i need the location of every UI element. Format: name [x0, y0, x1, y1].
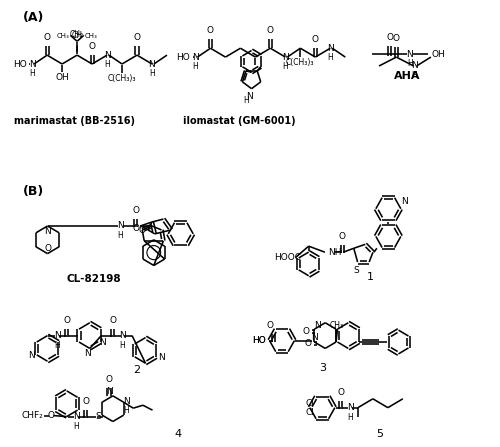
- Text: H: H: [328, 53, 333, 62]
- Text: N: N: [29, 59, 35, 68]
- Text: H: H: [124, 406, 129, 415]
- Text: H: H: [412, 71, 418, 80]
- Text: HO: HO: [252, 336, 266, 345]
- Text: N: N: [124, 397, 130, 406]
- Text: H: H: [192, 62, 198, 71]
- Text: AHA: AHA: [394, 71, 420, 81]
- Text: CL-82198: CL-82198: [66, 274, 121, 284]
- Text: N: N: [117, 221, 124, 231]
- Text: N: N: [119, 331, 126, 340]
- Text: 5: 5: [376, 430, 384, 439]
- Text: H: H: [348, 413, 353, 422]
- Text: H: H: [54, 341, 60, 350]
- Text: N: N: [411, 62, 418, 71]
- Text: CH₃: CH₃: [85, 34, 98, 39]
- Text: NH: NH: [328, 248, 342, 257]
- Text: O: O: [106, 375, 112, 384]
- Text: O: O: [267, 26, 274, 35]
- Text: H: H: [149, 69, 155, 78]
- Text: O: O: [207, 26, 214, 35]
- Text: N: N: [84, 350, 91, 358]
- Text: H: H: [282, 62, 288, 71]
- Text: N: N: [282, 53, 289, 62]
- Text: N: N: [347, 403, 354, 412]
- Text: O: O: [44, 244, 51, 253]
- Text: N: N: [314, 321, 321, 330]
- Text: O: O: [337, 388, 344, 397]
- Text: CHF₂: CHF₂: [22, 411, 44, 420]
- Text: HOOC: HOOC: [274, 253, 301, 262]
- Text: O: O: [63, 316, 70, 325]
- Text: O: O: [305, 339, 312, 348]
- Text: N: N: [106, 387, 112, 396]
- Text: ilomastat (GM-6001): ilomastat (GM-6001): [184, 116, 296, 127]
- Text: O: O: [110, 316, 116, 325]
- Text: N: N: [246, 92, 253, 101]
- Text: CH: CH: [72, 31, 83, 40]
- Text: N: N: [158, 353, 165, 362]
- Text: N: N: [28, 351, 35, 360]
- Text: O: O: [312, 35, 319, 44]
- Text: 3: 3: [319, 363, 326, 373]
- Text: CH₂: CH₂: [70, 30, 84, 39]
- Text: O: O: [267, 320, 274, 330]
- Text: N: N: [192, 53, 199, 62]
- Text: O: O: [393, 34, 400, 43]
- Text: O: O: [132, 206, 139, 215]
- Text: H: H: [104, 60, 110, 69]
- Text: H: H: [120, 341, 126, 350]
- Text: HO: HO: [252, 336, 266, 345]
- Text: H: H: [118, 231, 124, 240]
- Text: O: O: [48, 411, 55, 420]
- Text: O: O: [138, 227, 145, 236]
- Text: OH: OH: [55, 73, 69, 82]
- Text: O: O: [338, 232, 345, 241]
- Text: O: O: [303, 327, 310, 336]
- Text: 2: 2: [134, 365, 140, 375]
- Text: O: O: [134, 33, 140, 42]
- Text: N: N: [100, 338, 106, 347]
- Text: O: O: [386, 33, 393, 42]
- Text: Cl: Cl: [306, 399, 314, 408]
- Text: (B): (B): [22, 186, 44, 198]
- Text: O: O: [44, 33, 51, 42]
- Text: OH: OH: [432, 50, 446, 59]
- Text: N: N: [73, 412, 80, 421]
- Text: O: O: [132, 224, 140, 233]
- Text: CH₃: CH₃: [56, 34, 70, 39]
- Text: H: H: [74, 422, 79, 430]
- Text: marimastat (BB-2516): marimastat (BB-2516): [14, 116, 135, 127]
- Text: HO: HO: [12, 59, 26, 68]
- Text: N: N: [104, 51, 110, 59]
- Text: H: H: [407, 59, 412, 68]
- Text: S: S: [354, 266, 360, 275]
- Text: S: S: [96, 412, 102, 421]
- Text: CH₃: CH₃: [330, 321, 344, 330]
- Text: N: N: [54, 331, 60, 340]
- Text: N: N: [312, 333, 318, 342]
- Text: Cl: Cl: [306, 408, 314, 417]
- Text: O: O: [88, 42, 96, 51]
- Text: O: O: [82, 396, 89, 406]
- Text: H: H: [30, 69, 35, 78]
- Text: N: N: [44, 227, 51, 236]
- Text: 1: 1: [367, 272, 374, 283]
- Text: N: N: [148, 59, 156, 68]
- Text: 4: 4: [174, 430, 182, 439]
- Text: HO: HO: [176, 53, 190, 62]
- Text: C(CH₃)₃: C(CH₃)₃: [286, 58, 314, 67]
- Text: N: N: [327, 44, 334, 53]
- Text: N: N: [401, 198, 407, 207]
- Text: (A): (A): [22, 11, 44, 24]
- Text: N: N: [406, 50, 413, 59]
- Text: C(CH₃)₃: C(CH₃)₃: [108, 74, 136, 83]
- Text: H: H: [243, 96, 248, 105]
